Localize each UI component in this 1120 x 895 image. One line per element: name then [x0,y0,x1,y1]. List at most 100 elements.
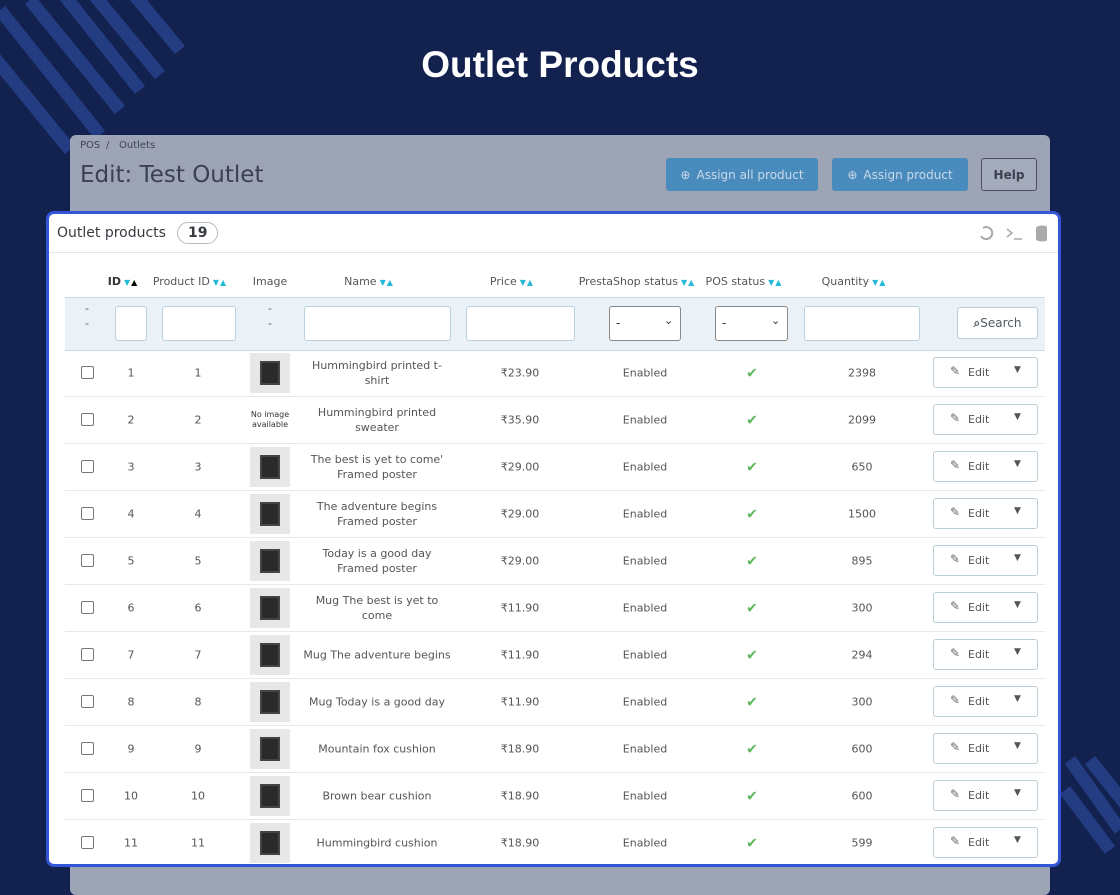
thumb-art [260,455,280,479]
edit-label: Edit [968,836,990,849]
dropdown-caret[interactable]: ▼ [1014,741,1021,751]
edit-icon: ✎ [950,552,961,566]
cell-quantity: 599 [851,836,873,850]
thumb-art [260,784,280,808]
assign-all-button[interactable]: ⊕ Assign all product [666,158,818,191]
sort-arrows[interactable]: ▼▲ [212,278,228,287]
breadcrumb[interactable]: Outlets [119,140,156,151]
help-button[interactable]: Help [981,158,1037,191]
filter-select[interactable]: - ⌄ [609,306,681,341]
cell-product-id: 4 [194,507,202,521]
breadcrumb[interactable]: POS [80,140,101,151]
column-header[interactable]: Quantity ▼▲ [821,275,887,288]
dropdown-caret[interactable]: ▼ [1014,788,1021,798]
dropdown-caret[interactable]: ▼ [1014,553,1021,563]
filter-select[interactable]: - ⌄ [715,306,788,341]
cell-price: ₹11.90 [500,695,540,709]
button-label: Assign product [863,167,953,182]
product-thumb [250,635,290,675]
dropdown-caret[interactable]: ▼ [1014,600,1021,610]
row-checkbox[interactable] [81,413,94,426]
cell-id: 4 [127,507,135,521]
cell-product-id: 2 [194,413,202,427]
dropdown-caret[interactable]: ▼ [1014,835,1021,845]
row-checkbox[interactable] [81,366,94,379]
cell-id: 6 [127,601,135,615]
thumb-art [260,549,280,573]
cell-status: Enabled [622,460,668,474]
filter-input[interactable] [115,306,147,341]
edit-button[interactable]: ✎ Edit ▼ [933,592,1038,623]
row-checkbox[interactable] [81,695,94,708]
cell-name: Today is a good day Framed poster [322,547,432,575]
edit-button[interactable]: ✎ Edit ▼ [933,498,1038,529]
product-thumb [250,541,290,581]
sort-arrows[interactable]: ▼▲ [872,278,887,287]
row-checkbox[interactable] [81,507,94,520]
filter-input[interactable] [804,306,920,341]
edit-button[interactable]: ✎ Edit ▼ [933,545,1038,576]
edit-button[interactable]: ✎ Edit ▼ [933,827,1038,858]
cell-id: 9 [127,742,135,756]
column-header[interactable]: ID ▼▲ [107,275,139,288]
dropdown-caret[interactable]: ▼ [1014,365,1021,375]
pos-status-check: ✔ [746,412,758,429]
edit-button[interactable]: ✎ Edit ▼ [933,639,1038,670]
plus-icon: ⊕ [847,167,858,182]
cell-price: ₹35.90 [500,413,540,427]
column-header[interactable]: Name ▼▲ [344,275,394,288]
sort-arrows[interactable]: ▼▲ [680,278,696,287]
filter-input[interactable] [162,306,236,341]
dropdown-caret[interactable]: ▼ [1014,647,1021,657]
select-value: - [722,316,727,330]
dropdown-caret[interactable]: ▼ [1014,694,1021,704]
cell-status: Enabled [622,742,668,756]
select-arrow: ⌄ [664,314,674,327]
thumb-art [260,690,280,714]
dropdown-caret[interactable]: ▼ [1014,412,1021,422]
row-checkbox[interactable] [81,742,94,755]
edit-button[interactable]: ✎ Edit ▼ [933,404,1038,435]
column-header[interactable]: PrestaShop status ▼▲ [578,275,696,288]
column-header[interactable]: Price ▼▲ [489,275,535,288]
pos-status-check: ✔ [746,506,758,523]
row-checkbox[interactable] [81,789,94,802]
dropdown-caret[interactable]: ▼ [1014,506,1021,516]
edit-button[interactable]: ✎ Edit ▼ [933,357,1038,388]
cell-product-id: 6 [194,601,202,615]
row-checkbox[interactable] [81,648,94,661]
column-header[interactable]: Product ID ▼▲ [152,275,228,288]
cell-status: Enabled [622,789,668,803]
toolbar-icons[interactable] [977,223,1047,243]
column-header[interactable]: POS status ▼▲ [705,275,783,288]
row-checkbox[interactable] [81,554,94,567]
product-thumb [250,588,290,628]
plus-icon: ⊕ [680,167,691,182]
sort-arrows[interactable]: ▼▲ [379,278,394,287]
edit-label: Edit [968,460,990,473]
edit-button[interactable]: ✎ Edit ▼ [933,686,1038,717]
heading: Edit: Test Outlet [80,162,264,188]
products-card: Outlet products 19 ID ▼▲ Product ID ▼▲ Image… [46,211,1061,867]
row-checkbox[interactable] [81,601,94,614]
filter-input[interactable] [304,306,451,341]
product-thumb [250,823,290,863]
filter-input[interactable] [466,306,575,341]
sort-arrows[interactable]: ▼▲ [123,278,139,287]
product-thumb [250,729,290,769]
cell-price: ₹11.90 [500,601,540,615]
sort-arrows[interactable]: ▼▲ [768,278,783,287]
edit-button[interactable]: ✎ Edit ▼ [933,733,1038,764]
search-button[interactable]: ⌕ Search [957,307,1038,339]
sort-arrows[interactable]: ▼▲ [519,278,535,287]
row-divider [65,631,1045,632]
edit-button[interactable]: ✎ Edit ▼ [933,451,1038,482]
thumb-art [260,502,280,526]
row-checkbox[interactable] [81,836,94,849]
edit-button[interactable]: ✎ Edit ▼ [933,780,1038,811]
edit-icon: ✎ [950,458,961,472]
dropdown-caret[interactable]: ▼ [1014,459,1021,469]
row-checkbox[interactable] [81,460,94,473]
assign-button[interactable]: ⊕ Assign product [832,158,968,191]
